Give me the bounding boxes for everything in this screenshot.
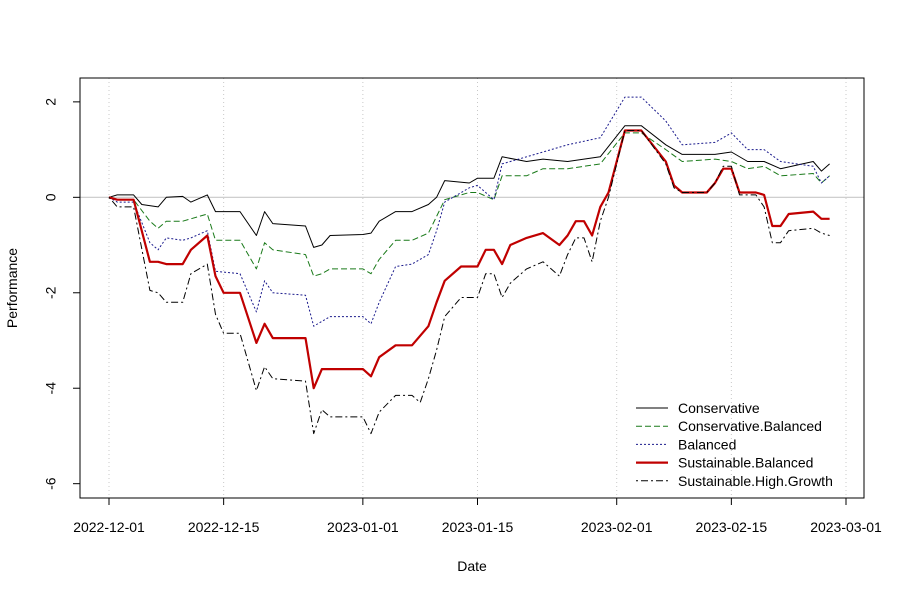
series-line-conservative [108,125,830,248]
series-line-conservative-balanced [108,132,830,277]
series-line-sustainable-high-growth [108,130,830,435]
x-tick-label: 2023-02-01 [581,519,653,535]
y-tick-label: 2 [43,98,59,106]
series-line-sustainable-balanced [108,129,830,390]
y-tick-label: -2 [43,286,59,299]
legend-label: Sustainable.High.Growth [678,473,833,489]
grid-lines [80,78,864,498]
y-tick-label: -6 [43,477,59,490]
plot-frame [79,77,865,499]
series-lines [108,96,830,435]
x-tick-label: 2023-03-01 [810,519,882,535]
x-tick-label: 2022-12-15 [188,519,260,535]
legend: Conservative Conservative.Balanced Balance… [636,400,833,489]
y-tick-label: -4 [43,382,59,395]
legend-label: Conservative [678,400,760,416]
series-line-balanced [108,96,830,327]
x-axis-title: Date [457,558,487,574]
legend-label: Sustainable.Balanced [678,455,813,471]
x-tick-label: 2022-12-01 [73,519,145,535]
legend-label: Conservative.Balanced [678,418,822,434]
x-tick-label: 2023-01-15 [442,519,514,535]
axes: 2022-12-01 2022-12-15 2023-01-01 2023-01-15… [43,98,882,535]
legend-label: Balanced [678,436,736,452]
x-tick-label: 2023-01-01 [327,519,399,535]
y-tick-label: 0 [43,193,59,201]
y-axis-title: Performance [4,248,20,328]
x-tick-label: 2023-02-15 [696,519,768,535]
